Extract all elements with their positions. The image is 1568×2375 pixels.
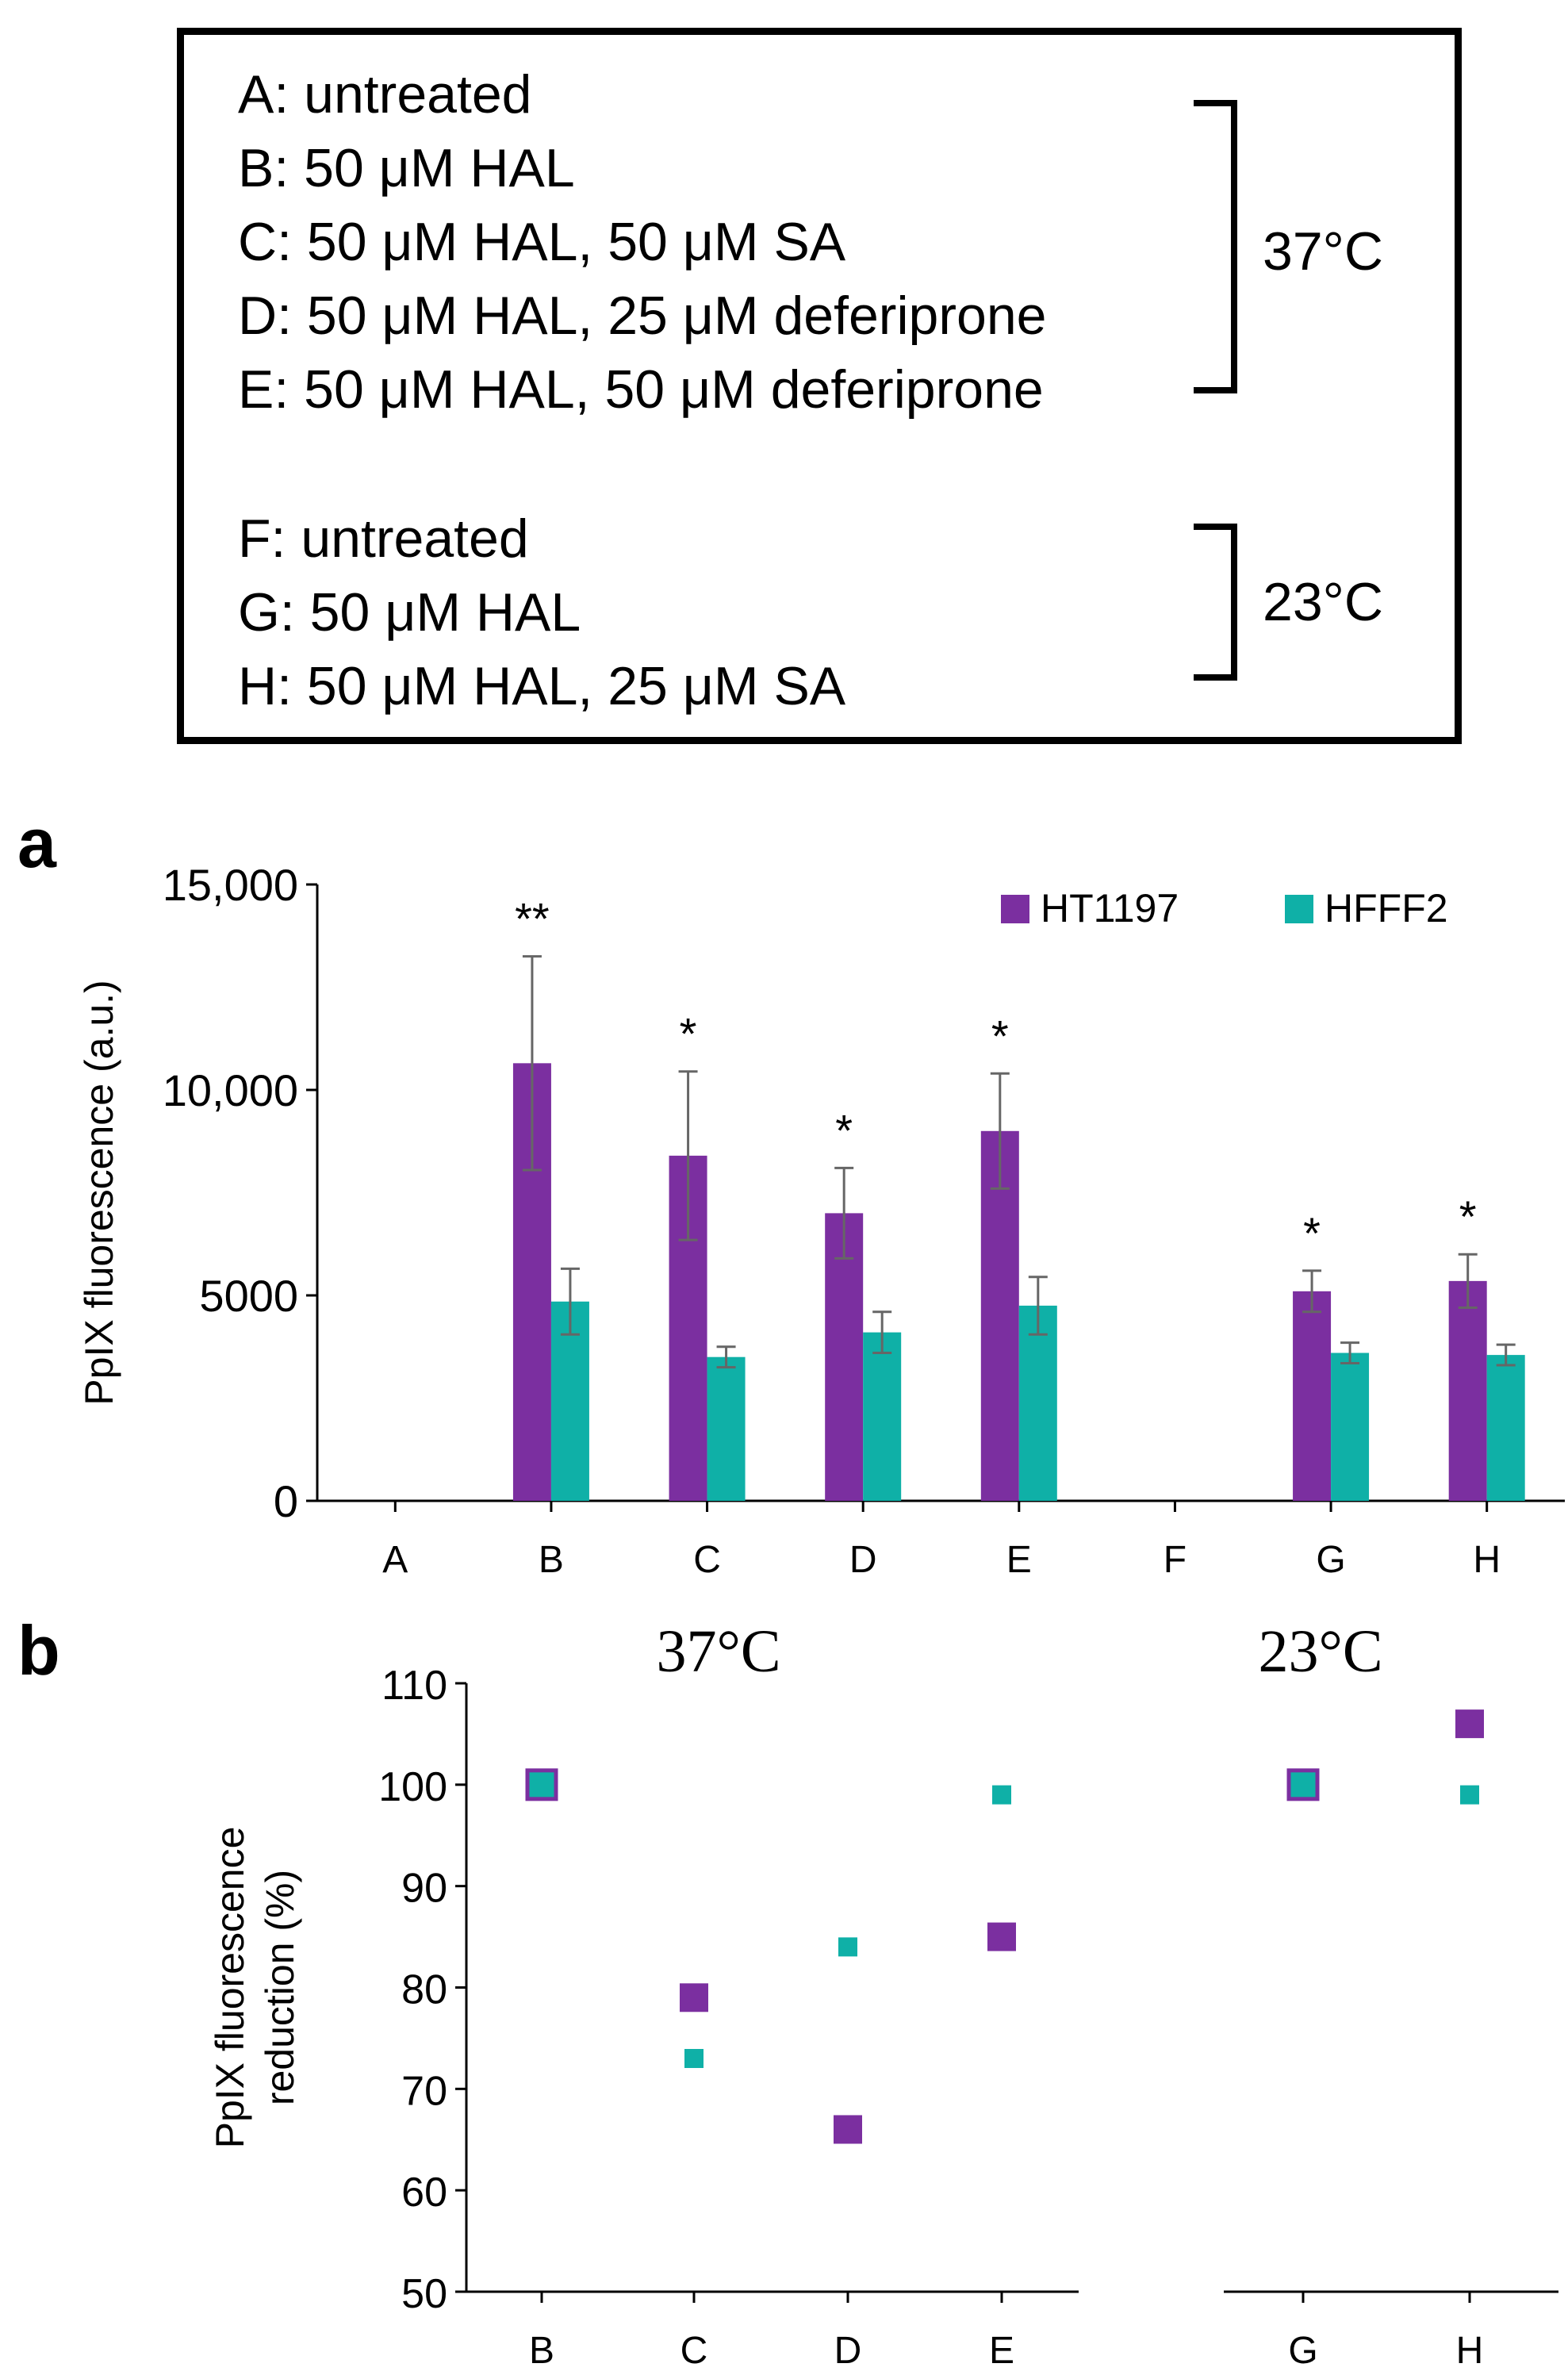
a-bar-ht1197 <box>980 1130 1019 1501</box>
temperature-label-23: 23°C <box>1263 572 1383 632</box>
a-x-tick-label: C <box>693 1539 721 1581</box>
a-significance-marker: * <box>680 1009 697 1059</box>
condition-d: D: 50 μM HAL, 25 μM deferiprone <box>238 286 1047 346</box>
b-x-tick-label: C <box>680 2330 708 2372</box>
b-y-tick-label: 70 <box>401 2068 447 2114</box>
condition-f: F: untreated <box>238 508 529 569</box>
a-significance-marker: * <box>835 1105 853 1155</box>
condition-c: C: 50 μM HAL, 50 μM SA <box>238 212 846 272</box>
b-point-ht1197 <box>1455 1709 1484 1739</box>
condition-g: G: 50 μM HAL <box>238 582 581 643</box>
a-bar-hfff2 <box>1331 1352 1370 1501</box>
b-y-axis-label-line2: reduction (%) <box>258 1870 302 2105</box>
condition-h: H: 50 μM HAL, 25 μM SA <box>238 656 846 716</box>
b-group-title: 37°C <box>656 1618 780 1685</box>
a-bar-hfff2 <box>707 1356 746 1501</box>
condition-b: B: 50 μM HAL <box>238 138 575 198</box>
b-point-hfff2 <box>838 1937 857 1957</box>
b-x-tick-label: G <box>1288 2330 1317 2372</box>
a-significance-marker: ** <box>515 894 550 944</box>
a-y-axis-label: PpIX fluorescence (a.u.) <box>77 980 121 1405</box>
b-x-tick-label: B <box>529 2330 554 2372</box>
a-bar-ht1197 <box>1448 1280 1487 1501</box>
a-x-tick-label: A <box>382 1539 408 1581</box>
b-x-tick-label: D <box>834 2330 862 2372</box>
b-point-ht1197 <box>987 1922 1016 1951</box>
b-point-hfff2 <box>684 2048 703 2068</box>
a-legend-label-hfff2: HFFF2 <box>1325 886 1448 930</box>
condition-a: A: untreated <box>238 64 532 125</box>
b-point-ht1197 <box>680 1983 708 2012</box>
temperature-label-37: 37°C <box>1263 221 1383 282</box>
b-group-title: 23°C <box>1258 1618 1382 1685</box>
a-bar-hfff2 <box>863 1332 902 1501</box>
b-point-ht1197 <box>525 1768 558 1801</box>
b-x-tick-label: H <box>1456 2330 1484 2372</box>
a-significance-marker: * <box>1459 1191 1477 1241</box>
b-y-tick-label: 50 <box>401 2271 447 2317</box>
chart-a-bar-chart: 0 5000 10,000 15,000 PpIX fluorescence (a.u.… <box>77 860 1565 1581</box>
a-y-tick-label: 15,000 <box>163 860 298 910</box>
a-x-tick-label: D <box>849 1539 877 1581</box>
bracket-23 <box>1194 524 1237 681</box>
b-y-tick-label: 100 <box>378 1764 447 1810</box>
b-point-hfff2 <box>1460 1785 1479 1805</box>
b-y-tick-label: 90 <box>401 1866 447 1912</box>
b-point-hfff2 <box>992 1785 1011 1805</box>
a-legend-swatch-ht1197 <box>1001 895 1029 923</box>
a-x-tick-label: E <box>1006 1539 1032 1581</box>
a-legend-swatch-hfff2 <box>1285 895 1313 923</box>
a-y-tick-label: 5000 <box>199 1271 298 1321</box>
a-y-tick-label: 0 <box>274 1476 298 1526</box>
a-x-tick-label: F <box>1164 1539 1187 1581</box>
panel-b-letter: b <box>17 1611 60 1690</box>
a-x-tick-label: G <box>1316 1539 1345 1581</box>
a-x-tick-label: B <box>539 1539 564 1581</box>
a-significance-marker: * <box>1303 1208 1321 1258</box>
a-bar-ht1197 <box>825 1213 864 1501</box>
b-y-tick-label: 110 <box>381 1663 447 1709</box>
b-y-tick-label: 60 <box>401 2170 447 2216</box>
condition-e: E: 50 μM HAL, 50 μM deferiprone <box>238 359 1044 420</box>
b-point-ht1197 <box>834 2115 862 2144</box>
b-point-ht1197 <box>1286 1768 1320 1801</box>
conditions-legend-box <box>177 28 1462 744</box>
a-bar-ht1197 <box>1293 1291 1332 1501</box>
a-bar-hfff2 <box>1018 1305 1057 1501</box>
panel-a-letter: a <box>17 804 56 882</box>
a-y-tick-label: 10,000 <box>163 1065 298 1115</box>
a-bar-hfff2 <box>1486 1355 1525 1501</box>
b-y-axis-label-line1: PpIX fluorescence <box>208 1827 252 2149</box>
b-y-tick-label: 80 <box>401 1967 447 2013</box>
b-x-tick-label: E <box>989 2330 1014 2372</box>
a-x-tick-label: H <box>1473 1539 1501 1581</box>
a-legend-label-ht1197: HT1197 <box>1041 886 1179 930</box>
a-significance-marker: * <box>991 1011 1009 1061</box>
bracket-37 <box>1194 100 1237 393</box>
